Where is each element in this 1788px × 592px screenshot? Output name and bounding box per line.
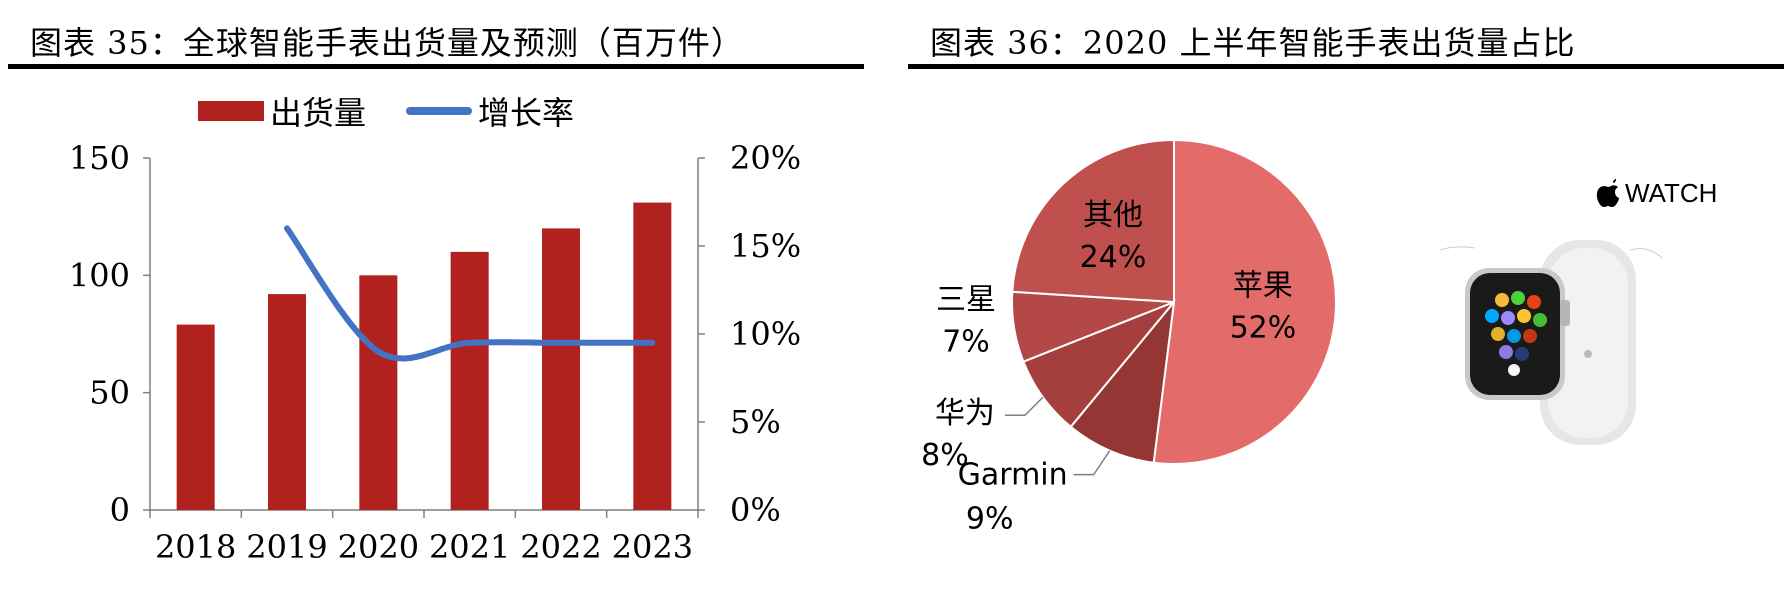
y-tick-label: 150 <box>69 139 130 177</box>
pie-slice-苹果 <box>1152 138 1337 465</box>
left-figure-title: 图表 35：全球智能手表出货量及预测（百万件） <box>30 24 744 62</box>
pie-label-name: 苹果 <box>1233 269 1293 304</box>
pie-label-value: 52% <box>1230 311 1297 346</box>
legend-label-bar: 出货量 <box>270 94 367 132</box>
y-right-tick-label: 15% <box>730 227 801 265</box>
x-tick-label: 2020 <box>338 528 419 566</box>
bar-2021 <box>450 251 489 510</box>
y-right-tick-label: 0% <box>730 491 781 529</box>
x-tick-label: 2018 <box>155 528 236 566</box>
pie-label-value: 8% <box>921 438 969 473</box>
bar-2020 <box>359 275 398 510</box>
pie-slice-Garmin <box>1069 298 1176 464</box>
x-tick-label: 2022 <box>520 528 601 566</box>
bar-series <box>176 202 672 510</box>
pie-label-name: 华为 <box>935 396 995 431</box>
legend-swatch-bar <box>198 101 264 121</box>
legend-item-bar: 出货量 <box>198 88 366 134</box>
legend-swatch-line <box>406 107 473 115</box>
watch-logo-text: WATCH <box>1625 178 1718 208</box>
watch-logo: WATCH <box>1595 178 1717 209</box>
pie-label-value: 24% <box>1080 240 1147 275</box>
left-title-rule <box>8 64 864 69</box>
bar-2022 <box>542 228 580 510</box>
x-tick-label: 2019 <box>246 528 327 566</box>
right-figure-title: 图表 36：2020 上半年智能手表出货量占比 <box>930 24 1576 62</box>
pie-label-name: Garmin <box>958 458 1068 493</box>
bar-2023 <box>633 202 672 510</box>
pie-chart: 苹果 52% 其他 24% 三星 7% 华为 8%Garmin 9% <box>921 138 1337 537</box>
y-right-tick-label: 10% <box>730 315 801 353</box>
pie-label-value: 9% <box>966 502 1014 537</box>
y-tick-label: 50 <box>89 374 130 412</box>
pie-slices <box>1011 138 1337 465</box>
y-right-tick-label: 5% <box>730 403 781 441</box>
bar-2019 <box>268 294 306 510</box>
left-figure: 图表 35：全球智能手表出货量及预测（百万件） 出货量 增长率 0 50 100 15… <box>0 0 880 592</box>
y-tick-label: 0 <box>110 491 130 529</box>
pie-slice-其他 <box>1011 138 1175 304</box>
y-tick-label: 100 <box>69 256 130 294</box>
pie-label-value: 7% <box>942 324 990 359</box>
axes: 0 50 100 150 0% 5% 10% 15% 20% 2018 2019 2020 2021 20… <box>69 139 801 566</box>
x-tick-label: 2023 <box>612 528 693 566</box>
bar-2018 <box>176 324 215 510</box>
growth-rate-line <box>284 225 656 362</box>
pie-label-name: 三星 <box>936 282 996 317</box>
combo-chart: 0 50 100 150 0% 5% 10% 15% 20% 2018 2019 2020 2021 20… <box>69 139 801 566</box>
y-right-tick-label: 20% <box>730 139 801 177</box>
leader-line <box>1073 450 1111 476</box>
apple-logo-icon <box>1596 178 1619 207</box>
right-title-rule <box>908 64 1784 69</box>
pie-label-name: 其他 <box>1083 198 1143 233</box>
leader-line <box>1004 396 1044 416</box>
legend-label-line: 增长率 <box>478 94 575 132</box>
right-figure: 图表 36：2020 上半年智能手表出货量占比 苹果 52% 其他 24% 三星 7% 华为… <box>900 0 1788 592</box>
left-legend: 出货量 增长率 <box>198 88 614 134</box>
x-tick-label: 2021 <box>429 528 510 566</box>
watch-image <box>1439 240 1663 445</box>
pie-labels: 苹果 52% 其他 24% 三星 7% 华为 8%Garmin 9% <box>921 198 1296 537</box>
legend-item-line: 增长率 <box>406 88 574 134</box>
